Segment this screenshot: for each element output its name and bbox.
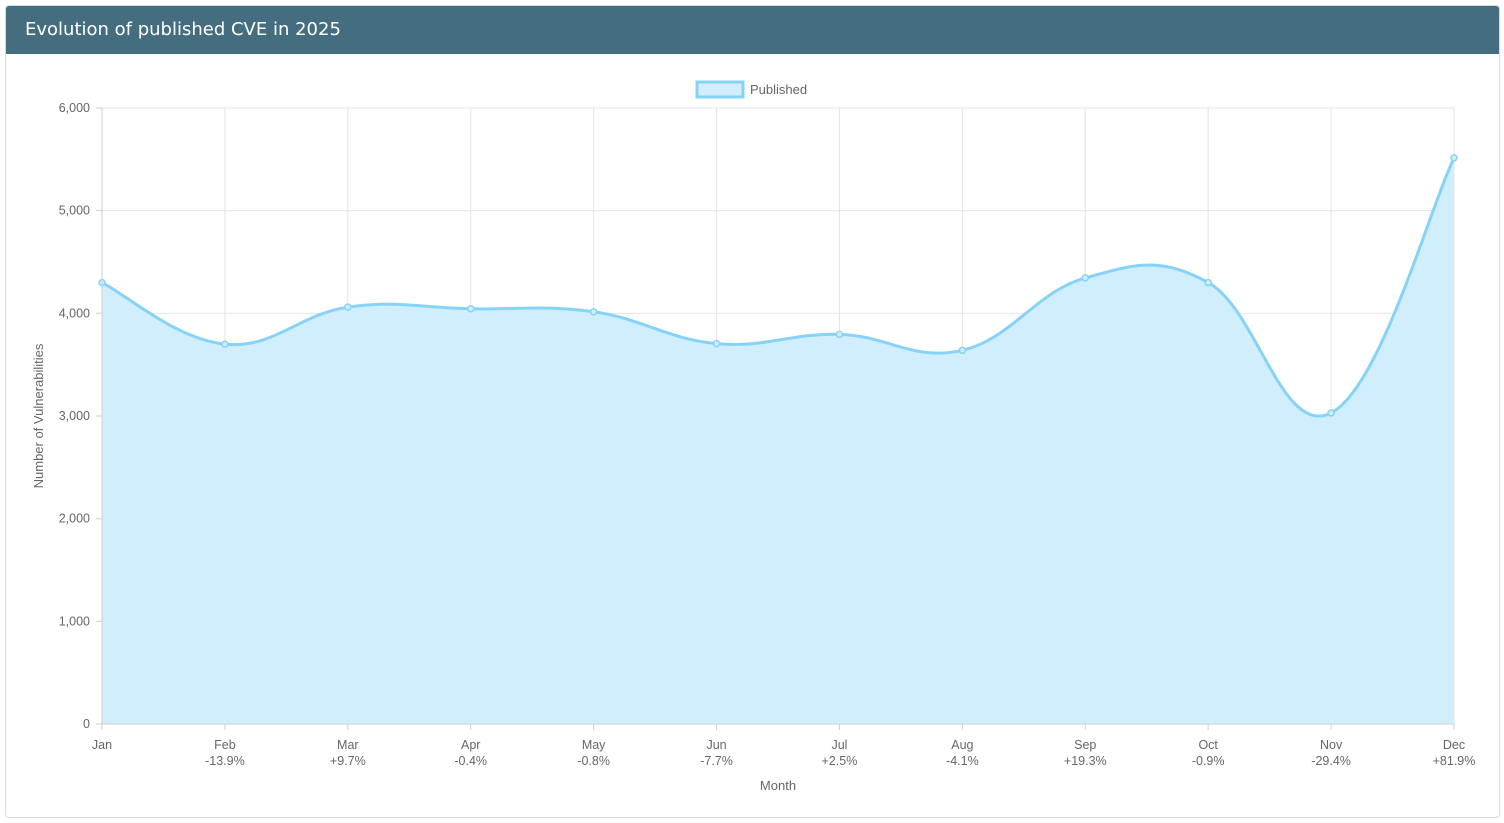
x-change-label: -0.9% [1192,754,1225,768]
data-point [835,330,844,339]
legend-swatch-published [695,80,745,99]
x-tick-label: Nov [1320,738,1343,752]
x-axis-title: Month [760,778,796,793]
data-point [1327,409,1335,417]
cve-line-chart: 0 1,000 2,000 3,000 4,000 5,000 6,000 Jan Feb -13… [31,80,1476,793]
x-tick-label: Feb [214,738,236,752]
x-tick-label: May [582,738,606,752]
x-tick-label: Jun [706,738,726,752]
x-tick-label: Jul [831,738,847,752]
x-change-label: -0.8% [577,754,610,768]
x-tick-label: Dec [1443,738,1465,752]
x-tick-label: Oct [1198,738,1218,752]
data-point [1204,278,1212,287]
x-change-label: -29.4% [1311,754,1351,768]
y-tick-label: 1,000 [59,614,90,628]
data-point [221,340,229,348]
x-change-label: -7.7% [700,754,733,768]
x-tick-label: Jan [92,738,112,752]
y-tick-label: 0 [83,717,90,731]
x-change-label: +9.7% [330,754,366,768]
data-point [1081,274,1090,282]
data-point [466,304,475,313]
data-point [1450,154,1458,162]
legend-label-published: Published [750,82,807,97]
x-change-label: +19.3% [1064,754,1107,768]
x-tick-label: Aug [951,738,973,752]
data-point [958,346,967,355]
y-tick-label: 3,000 [59,409,90,423]
axes [96,107,1455,730]
series-fill-published [102,157,1454,724]
x-change-label: -4.1% [946,754,979,768]
data-point [344,303,352,311]
x-change-label: +81.9% [1433,754,1476,768]
data-point [589,308,598,316]
y-tick-label: 6,000 [59,101,90,115]
axis-titles: Month Number of Vulnerabilities [31,343,796,793]
x-change-label: -13.9% [205,754,245,768]
y-tick-label: 2,000 [59,512,90,526]
x-tick-label: Mar [337,738,359,752]
chart-panel: Evolution of published CVE in 2025 0 1,00… [5,5,1500,818]
x-tick-label: Apr [461,738,480,752]
x-change-label: +2.5% [822,754,858,768]
y-axis-title: Number of Vulnerabilities [31,343,46,488]
panel-title: Evolution of published CVE in 2025 [6,6,1499,54]
tick-labels: 0 1,000 2,000 3,000 4,000 5,000 6,000 Jan Feb -13… [59,101,1476,768]
x-tick-label: Sep [1074,738,1096,752]
legend[interactable]: Published [695,80,807,99]
data-point [712,339,721,348]
y-tick-label: 5,000 [59,204,90,218]
x-change-label: -0.4% [454,754,487,768]
y-tick-label: 4,000 [59,306,90,320]
series-area [98,154,1458,724]
